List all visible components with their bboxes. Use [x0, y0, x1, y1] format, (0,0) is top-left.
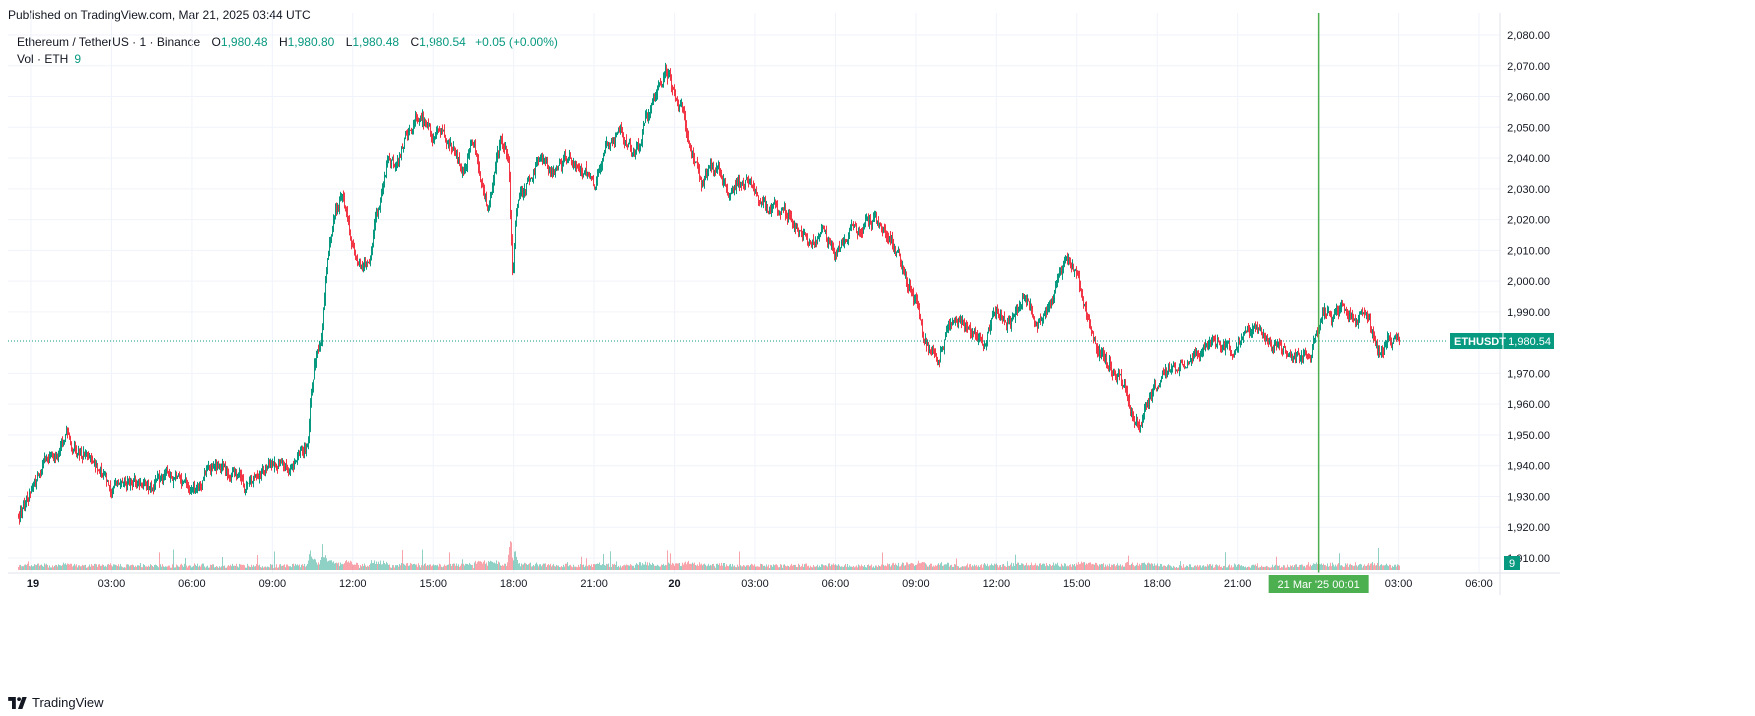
volume-legend: Vol · ETH 9	[17, 51, 81, 67]
price-tick-label: 1,940.00	[1507, 461, 1550, 473]
close-value: 1,980.54	[419, 35, 466, 49]
time-tick-label: 18:00	[500, 578, 528, 590]
crosshair-time-text: 21 Mar '25 00:01	[1278, 579, 1360, 591]
open-value: 1,980.48	[220, 35, 268, 49]
time-axis[interactable]: 19 03:00 06:00 09:00 12:00 15:00 18:00 21:00 20 0…	[27, 578, 1493, 590]
price-axis[interactable]: 2,080.00 2,070.00 2,060.00 2,050.00 2,040.00…	[1507, 30, 1550, 565]
price-tick-label: 1,970.00	[1507, 368, 1550, 380]
footer-brand[interactable]: TradingView	[8, 695, 104, 710]
time-tick-label: 03:00	[98, 578, 126, 590]
volume-bars	[18, 541, 1400, 570]
time-tick-label: 12:00	[983, 578, 1011, 590]
volume-tag-value: 9	[1509, 558, 1515, 570]
price-tick-label: 2,000.00	[1507, 276, 1550, 288]
time-tick-label: 15:00	[1063, 578, 1091, 590]
change-value: +0.05 (+0.00%)	[475, 35, 558, 49]
price-tag-symbol: ETHUSDT	[1454, 336, 1506, 348]
volume-tag-bg	[1504, 556, 1520, 570]
price-tick-label: 1,950.00	[1507, 430, 1550, 442]
low-value: 1,980.48	[352, 35, 400, 49]
price-tag: ETHUSDT 1,980.54	[1450, 332, 1554, 349]
published-caption: Published on TradingView.com, Mar 21, 20…	[8, 8, 311, 22]
candles	[18, 62, 1400, 525]
crosshair-time-bg	[1268, 575, 1369, 593]
price-tick-label: 1,930.00	[1507, 491, 1550, 503]
high-value: 1,980.80	[287, 35, 335, 49]
price-tick-label: 1,990.00	[1507, 307, 1550, 319]
time-tick-label: 06:00	[822, 578, 850, 590]
footer-brand-text: TradingView	[32, 695, 104, 710]
price-tick-label: 2,050.00	[1507, 122, 1550, 134]
price-tick-label: 1,920.00	[1507, 522, 1550, 534]
low-label: L	[345, 35, 353, 49]
price-tick-label: 2,040.00	[1507, 153, 1550, 165]
price-tick-label: 2,020.00	[1507, 215, 1550, 227]
time-tick-label: 21:00	[1224, 578, 1252, 590]
time-tick-label: 18:00	[1143, 578, 1171, 590]
price-tick-label: 2,070.00	[1507, 61, 1550, 73]
time-tick-label: 09:00	[902, 578, 930, 590]
time-tick-label: 06:00	[178, 578, 206, 590]
time-tick-label: 20	[668, 578, 680, 590]
open-label: O	[211, 35, 221, 49]
symbol-legend: Ethereum / TetherUS · 1 · Binance O1,980…	[17, 34, 558, 50]
price-tick-label: 2,080.00	[1507, 30, 1550, 42]
volume-value: 9	[74, 52, 82, 66]
price-tick-label: 2,010.00	[1507, 245, 1550, 257]
symbol-name[interactable]: Ethereum / TetherUS · 1 · Binance	[17, 35, 201, 49]
time-tick-label: 09:00	[259, 578, 287, 590]
tradingview-logo-icon	[8, 696, 27, 709]
time-tick-label: 03:00	[741, 578, 769, 590]
time-tick-label: 12:00	[339, 578, 367, 590]
chart-grid	[8, 13, 1500, 573]
time-tick-label: 21:00	[580, 578, 608, 590]
time-tick-label: 03:00	[1385, 578, 1413, 590]
time-tick-label: 15:00	[419, 578, 447, 590]
crosshair-time-label: 21 Mar '25 00:01	[1268, 575, 1369, 593]
price-tick-label: 1,960.00	[1507, 399, 1550, 411]
time-tick-label: 19	[27, 578, 39, 590]
price-tick-label: 2,030.00	[1507, 184, 1550, 196]
price-tick-label: 2,060.00	[1507, 92, 1550, 104]
volume-tag: 9	[1504, 556, 1520, 570]
time-tick-label: 06:00	[1465, 578, 1493, 590]
price-chart[interactable]: 2,080.00 2,070.00 2,060.00 2,050.00 2,040.00…	[0, 0, 1755, 690]
close-label: C	[410, 35, 420, 49]
price-tag-bg	[1450, 332, 1554, 349]
volume-label[interactable]: Vol · ETH	[17, 52, 69, 66]
high-label: H	[278, 35, 288, 49]
price-tag-value: 1,980.54	[1508, 336, 1551, 348]
